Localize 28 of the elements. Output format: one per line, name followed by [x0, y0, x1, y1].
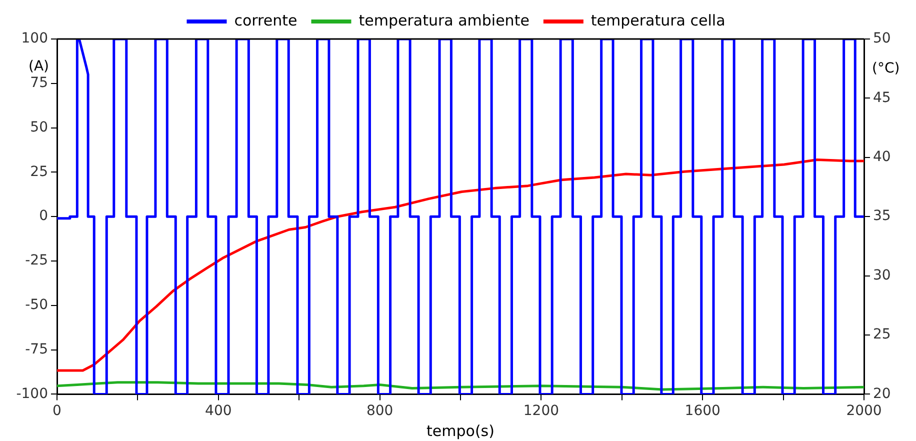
y-tick-label: -100 [16, 386, 48, 402]
y2-tick-label: 50 [873, 30, 891, 47]
y-tick-label: -25 [25, 252, 48, 269]
x-tick-label: 0 [52, 403, 62, 420]
x-tick-label: 2000 [846, 403, 882, 420]
y2-axis-title: (°C) [872, 60, 900, 77]
y2-tick-label: 25 [873, 326, 891, 343]
x-tick-label: 1200 [523, 403, 560, 420]
x-axis-title: tempo(s) [426, 422, 494, 440]
y-tick-label: 25 [30, 164, 48, 180]
y-tick-label: 50 [30, 119, 48, 136]
y2-tick-label: 35 [873, 208, 891, 224]
y-tick-label: 75 [30, 75, 48, 92]
x-tick-label: 400 [205, 403, 232, 420]
legend-label: corrente [234, 11, 298, 30]
y-tick-label: -75 [25, 341, 48, 358]
y-tick-label: 0 [39, 208, 48, 224]
y2-tick-label: 40 [873, 149, 891, 166]
y2-tick-label: 20 [873, 386, 891, 402]
y-axis-title: (A) [28, 58, 49, 75]
legend-label: temperatura cella [590, 11, 726, 30]
y-tick-label: -50 [25, 297, 48, 314]
x-tick-label: 800 [366, 403, 394, 420]
y2-tick-label: 30 [873, 267, 891, 284]
x-tick-label: 1600 [684, 403, 720, 420]
y2-tick-label: 45 [873, 90, 891, 106]
y-tick-label: 100 [21, 30, 48, 47]
legend-label: temperatura ambiente [358, 11, 530, 30]
